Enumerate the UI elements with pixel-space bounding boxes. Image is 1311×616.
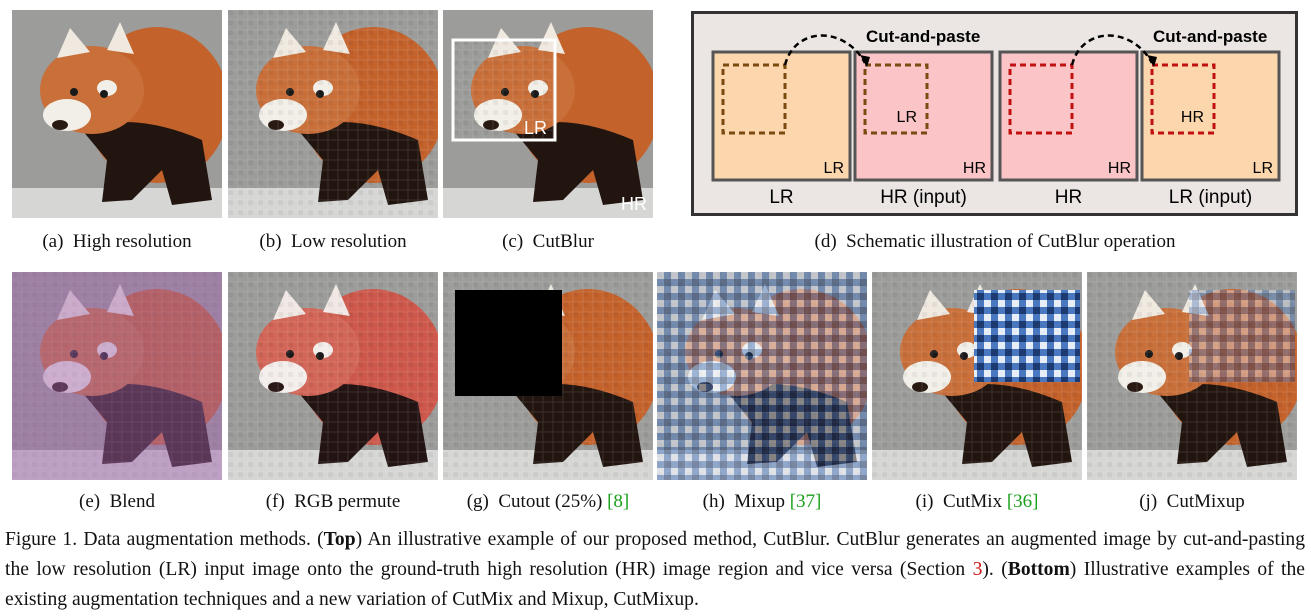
corner-label: LR bbox=[1253, 160, 1273, 177]
citation: [8] bbox=[607, 491, 630, 512]
cutmixup-box bbox=[1189, 290, 1295, 382]
image-panel bbox=[657, 272, 867, 480]
caption-segment: Bottom bbox=[1007, 559, 1070, 580]
image-box bbox=[853, 50, 994, 182]
image-box bbox=[711, 50, 852, 182]
caption-text: (c) CutBlur bbox=[502, 231, 594, 252]
dashed-region bbox=[1008, 63, 1074, 135]
caption-segment: ) An illustrative example of our propose… bbox=[5, 529, 1305, 580]
arrow-head bbox=[860, 55, 870, 67]
cut-paste-arrow bbox=[783, 34, 867, 66]
panel-caption: (h) Mixup [37] bbox=[637, 491, 887, 513]
caption-text: (j) CutMixup bbox=[1139, 491, 1245, 512]
lr-region bbox=[451, 38, 557, 142]
cutout-box bbox=[455, 290, 562, 396]
panel-caption: (f) RGB permute bbox=[208, 491, 458, 513]
image-panel bbox=[1087, 272, 1297, 480]
panel-caption: (g) Cutout (25%) [8] bbox=[423, 491, 673, 513]
image-panel bbox=[228, 10, 438, 218]
arrow-label: Cut-and-paste bbox=[866, 27, 980, 46]
panel-caption: (j) CutMixup bbox=[1067, 491, 1311, 513]
image-box bbox=[998, 50, 1139, 182]
box-caption: HR (input) bbox=[880, 187, 967, 208]
image-panel bbox=[228, 272, 438, 480]
citation: [37] bbox=[789, 491, 822, 512]
figure-caption: Figure 1. Data augmentation methods. (To… bbox=[5, 525, 1305, 615]
rgb-overlay bbox=[228, 272, 438, 480]
panel-caption: (b) Low resolution bbox=[208, 231, 458, 253]
caption-segment: Top bbox=[323, 529, 356, 550]
caption-text: (b) Low resolution bbox=[259, 231, 407, 252]
corner-label: HR bbox=[963, 160, 986, 177]
corner-label: HR bbox=[1108, 160, 1131, 177]
caption-segment: ). ( bbox=[982, 559, 1008, 580]
panel-caption: (a) High resolution bbox=[0, 231, 242, 253]
image-panel: LR HR bbox=[443, 10, 653, 218]
caption-text: (a) High resolution bbox=[42, 231, 192, 252]
panel-caption: (e) Blend bbox=[0, 491, 242, 513]
caption-text: (f) RGB permute bbox=[265, 491, 401, 512]
corner-label: LR bbox=[824, 160, 844, 177]
blend-overlay bbox=[12, 272, 222, 480]
pixelation bbox=[12, 272, 222, 480]
image-panel bbox=[12, 272, 222, 480]
image-panel bbox=[872, 272, 1082, 480]
image-panel bbox=[12, 10, 222, 218]
caption-text: (d) Schematic illustration of CutBlur op… bbox=[814, 231, 1176, 252]
pixelation bbox=[228, 10, 438, 218]
box-caption: HR bbox=[1055, 187, 1082, 208]
caption-segment: 3 bbox=[972, 559, 983, 580]
caption-text: (e) Blend bbox=[79, 491, 155, 512]
caption-segment: ) Illustrative examples of the existing … bbox=[5, 559, 1305, 610]
panel-caption: (i) CutMix [36] bbox=[852, 491, 1102, 513]
image-panel bbox=[443, 272, 653, 480]
cut-paste-arrow bbox=[1070, 34, 1154, 66]
inner-label: LR bbox=[524, 118, 547, 138]
arrow-label: Cut-and-paste bbox=[1153, 27, 1267, 46]
arrow-head bbox=[1147, 55, 1157, 67]
panel-caption: (c) CutBlur bbox=[423, 231, 673, 253]
caption-text: (i) CutMix bbox=[915, 491, 1003, 512]
panda-image bbox=[12, 10, 222, 218]
caption-text: (h) Mixup bbox=[702, 491, 785, 512]
dashed-region bbox=[863, 63, 929, 135]
dashed-region bbox=[721, 63, 787, 135]
mixup-overlay bbox=[657, 272, 867, 480]
panel-caption: (d) Schematic illustration of CutBlur op… bbox=[692, 231, 1298, 253]
caption-segment: Figure 1. Data augmentation methods. ( bbox=[5, 529, 324, 550]
inner-label: HR bbox=[1181, 109, 1204, 126]
caption-text: (g) Cutout (25%) bbox=[466, 491, 603, 512]
dashed-region bbox=[1150, 63, 1216, 135]
cutmix-box bbox=[974, 290, 1080, 382]
box-caption: LR (input) bbox=[1169, 187, 1252, 208]
image-box bbox=[1140, 50, 1281, 182]
outer-label: HR bbox=[621, 194, 647, 214]
inner-label: LR bbox=[897, 109, 917, 126]
box-caption: LR bbox=[769, 187, 793, 208]
citation: [36] bbox=[1006, 491, 1039, 512]
